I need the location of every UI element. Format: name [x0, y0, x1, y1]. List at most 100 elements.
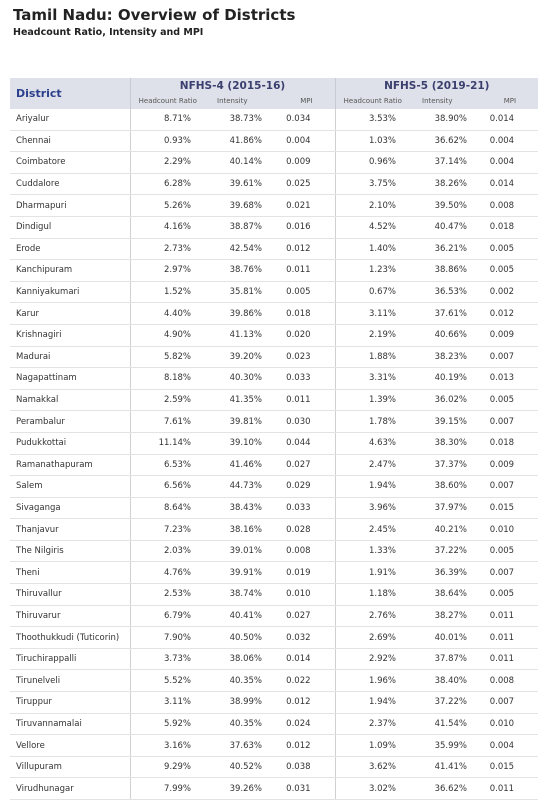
table-row: Erode 2.73% 42.54% 0.012 1.40% 36.21% 0.005 [10, 238, 539, 261]
value-cell: 0.038 [275, 756, 336, 779]
value-cell: 0.009 [480, 454, 539, 477]
value-cell: 0.007 [480, 691, 539, 714]
value-cell: 0.009 [275, 151, 336, 174]
value-cell: 0.011 [480, 605, 539, 628]
value-cell: 38.16% [205, 518, 275, 541]
table-row: Dharmapuri 5.26% 39.68% 0.021 2.10% 39.50% 0.0… [10, 194, 539, 217]
value-cell: 38.60% [410, 475, 481, 498]
value-cell: 40.21% [410, 518, 481, 541]
table-row: Vellore 3.16% 37.63% 0.012 1.09% 35.99% 0.004 [10, 734, 539, 757]
value-cell: 0.031 [275, 777, 336, 800]
value-cell: 11.14% [130, 432, 205, 455]
table-row: Perambalur 7.61% 39.81% 0.030 1.78% 39.15% 0.0… [10, 410, 539, 433]
district-cell: Thiruvarur [10, 605, 131, 628]
district-cell: Ramanathapuram [10, 454, 131, 477]
value-cell: 2.92% [334, 648, 411, 671]
value-cell: 38.73% [205, 109, 275, 131]
value-cell: 6.79% [130, 605, 205, 628]
table-row: Ariyalur 8.71% 38.73% 0.034 3.53% 38.90% 0.014 [10, 109, 539, 131]
value-cell: 37.87% [410, 648, 481, 671]
column-header: MPI [275, 93, 336, 109]
value-cell: 0.021 [275, 194, 336, 217]
district-cell: Tirunelveli [10, 669, 131, 693]
value-cell: 0.011 [275, 389, 336, 412]
value-cell: 3.16% [130, 734, 205, 757]
value-cell: 0.67% [334, 281, 411, 304]
district-cell: Coimbatore [10, 151, 131, 174]
value-cell: 2.59% [130, 389, 205, 412]
value-cell: 6.28% [130, 173, 205, 196]
value-cell: 7.61% [130, 410, 205, 433]
value-cell: 37.37% [410, 454, 481, 477]
group-header: NFHS-5 (2019-21) [334, 78, 539, 93]
table-row: Krishnagiri 4.90% 41.13% 0.020 2.19% 40.66% 0.… [10, 324, 539, 347]
value-cell: 1.40% [334, 238, 411, 261]
value-cell: 36.21% [410, 238, 481, 261]
district-cell: Ariyalur [10, 109, 131, 131]
value-cell: 0.007 [480, 346, 539, 369]
table-row: Chennai 0.93% 41.86% 0.004 1.03% 36.62% 0.004 [10, 130, 539, 153]
table-row: Tiruppur 3.11% 38.99% 0.012 1.94% 37.22% 0.007 [10, 691, 539, 714]
column-header: Intensity [410, 93, 481, 109]
value-cell: 1.33% [334, 540, 411, 563]
value-cell: 38.40% [410, 669, 481, 693]
value-cell: 0.028 [275, 518, 336, 541]
value-cell: 0.033 [275, 367, 336, 390]
value-cell: 0.034 [275, 109, 336, 131]
table-row: Tiruvannamalai 5.92% 40.35% 0.024 2.37% 41.54… [10, 713, 539, 736]
value-cell: 38.26% [410, 173, 481, 196]
title: Tamil Nadu: Overview of Districts [13, 6, 296, 24]
district-cell: Vellore [10, 734, 131, 757]
value-cell: 0.027 [275, 605, 336, 628]
district-cell: Kanchipuram [10, 259, 131, 282]
value-cell: 0.012 [275, 238, 336, 261]
value-cell: 40.19% [410, 367, 481, 390]
value-cell: 0.005 [480, 540, 539, 563]
table-row: Sivaganga 8.64% 38.43% 0.033 3.96% 37.97% 0.01… [10, 497, 539, 520]
value-cell: 0.012 [275, 691, 336, 714]
value-cell: 0.005 [480, 389, 539, 412]
value-cell: 1.39% [334, 389, 411, 412]
value-cell: 42.54% [205, 238, 275, 261]
value-cell: 1.52% [130, 281, 205, 304]
district-cell: Thoothukkudi (Tuticorin) [10, 626, 131, 649]
value-cell: 3.31% [334, 367, 411, 390]
value-cell: 0.030 [275, 410, 336, 433]
table-body: Ariyalur 8.71% 38.73% 0.034 3.53% 38.90% 0.014… [10, 109, 539, 800]
table-row: Namakkal 2.59% 41.35% 0.011 1.39% 36.02% 0.005 [10, 389, 539, 412]
value-cell: 1.18% [334, 583, 411, 606]
value-cell: 0.014 [480, 173, 539, 196]
value-cell: 0.023 [275, 346, 336, 369]
value-cell: 39.26% [205, 777, 275, 800]
value-cell: 0.015 [480, 756, 539, 779]
value-cell: 38.74% [205, 583, 275, 606]
value-cell: 5.92% [130, 713, 205, 736]
district-header: District [10, 78, 130, 109]
value-cell: 0.019 [275, 561, 336, 585]
value-cell: 0.004 [480, 734, 539, 757]
value-cell: 1.96% [334, 669, 411, 693]
value-cell: 37.22% [410, 540, 481, 563]
value-cell: 4.63% [334, 432, 411, 455]
value-cell: 9.29% [130, 756, 205, 779]
table-row: Tirunelveli 5.52% 40.35% 0.022 1.96% 38.40% 0.… [10, 669, 539, 693]
value-cell: 38.87% [205, 216, 275, 239]
district-cell: Namakkal [10, 389, 131, 412]
value-cell: 40.52% [205, 756, 275, 779]
value-cell: 0.004 [275, 130, 336, 153]
value-cell: 0.005 [480, 583, 539, 606]
table-row: Cuddalore 6.28% 39.61% 0.025 3.75% 38.26% 0.01… [10, 173, 539, 196]
value-cell: 0.020 [275, 324, 336, 347]
value-cell: 2.19% [334, 324, 411, 347]
value-cell: 3.11% [334, 302, 411, 325]
table-row: Tiruchirappalli 3.73% 38.06% 0.014 2.92% 37.8… [10, 648, 539, 671]
table-row: Coimbatore 2.29% 40.14% 0.009 0.96% 37.14% 0.0… [10, 151, 539, 174]
value-cell: 7.99% [130, 777, 205, 800]
value-cell: 0.032 [275, 626, 336, 649]
value-cell: 39.50% [410, 194, 481, 217]
value-cell: 0.033 [275, 497, 336, 520]
value-cell: 38.43% [205, 497, 275, 520]
value-cell: 0.011 [480, 777, 539, 800]
value-cell: 40.41% [205, 605, 275, 628]
value-cell: 1.94% [334, 475, 411, 498]
